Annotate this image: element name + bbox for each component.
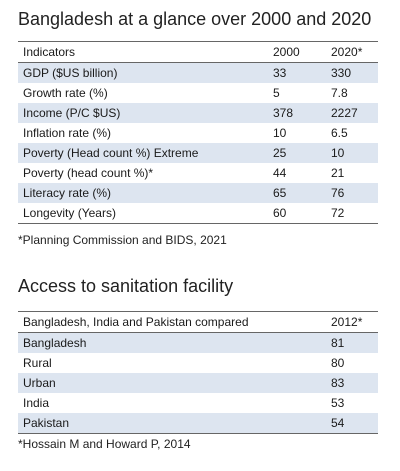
indicator-name: GDP ($US billion) — [18, 62, 268, 83]
sanitation-title: Access to sanitation facility — [18, 276, 234, 296]
value-2012: 83 — [326, 373, 378, 393]
header-indicators: Indicators — [18, 41, 268, 63]
indicator-name: Growth rate (%) — [18, 83, 268, 103]
value-2020: 2227 — [326, 103, 378, 123]
value-2012: 81 — [326, 332, 378, 353]
value-2000: 65 — [268, 183, 326, 203]
indicator-name: Literacy rate (%) — [18, 183, 268, 203]
value-2020: 10 — [326, 143, 378, 163]
value-2012: 53 — [326, 393, 378, 413]
table-row: India 53 — [18, 393, 378, 413]
value-2000: 378 — [268, 103, 326, 123]
table-row: Inflation rate (%) 10 6.5 — [18, 123, 378, 143]
table-row: Poverty (head count %)* 44 21 — [18, 163, 378, 183]
glance-source-note: *Planning Commission and BIDS, 2021 — [18, 233, 227, 247]
table-row: Pakistan 54 — [18, 413, 378, 434]
glance-table: Indicators 2000 2020* GDP ($US billion) … — [18, 41, 378, 224]
sanitation-table: Bangladesh, India and Pakistan compared … — [18, 311, 378, 434]
table-row: Longevity (Years) 60 72 — [18, 203, 378, 224]
indicator-name: Longevity (Years) — [18, 203, 268, 224]
table-row: Literacy rate (%) 65 76 — [18, 183, 378, 203]
value-2000: 60 — [268, 203, 326, 224]
value-2020: 72 — [326, 203, 378, 224]
indicator-name: Poverty (Head count %) Extreme — [18, 143, 268, 163]
region-name: Bangladesh — [18, 332, 326, 353]
value-2000: 10 — [268, 123, 326, 143]
value-2020: 21 — [326, 163, 378, 183]
region-name: Pakistan — [18, 413, 326, 434]
value-2020: 76 — [326, 183, 378, 203]
table-row: GDP ($US billion) 33 330 — [18, 62, 378, 83]
region-name: India — [18, 393, 326, 413]
value-2000: 33 — [268, 62, 326, 83]
header-2000: 2000 — [268, 41, 326, 63]
table-row: Urban 83 — [18, 373, 378, 393]
indicator-name: Income (P/C $US) — [18, 103, 268, 123]
region-name: Rural — [18, 353, 326, 373]
value-2020: 6.5 — [326, 123, 378, 143]
sanitation-source-note: *Hossain M and Howard P, 2014 — [18, 437, 191, 451]
value-2020: 7.8 — [326, 83, 378, 103]
glance-title: Bangladesh at a glance over 2000 and 202… — [18, 9, 372, 29]
header-comparison: Bangladesh, India and Pakistan compared — [18, 311, 326, 333]
value-2012: 80 — [326, 353, 378, 373]
value-2000: 25 — [268, 143, 326, 163]
table-row: Poverty (Head count %) Extreme 25 10 — [18, 143, 378, 163]
table-row: Bangladesh 81 — [18, 332, 378, 353]
table-row: Growth rate (%) 5 7.8 — [18, 83, 378, 103]
header-2020: 2020* — [326, 41, 378, 63]
table-row: Income (P/C $US) 378 2227 — [18, 103, 378, 123]
table-header-row: Bangladesh, India and Pakistan compared … — [18, 311, 378, 333]
value-2020: 330 — [326, 62, 378, 83]
table-header-row: Indicators 2000 2020* — [18, 41, 378, 63]
region-name: Urban — [18, 373, 326, 393]
indicator-name: Inflation rate (%) — [18, 123, 268, 143]
value-2012: 54 — [326, 413, 378, 434]
value-2000: 5 — [268, 83, 326, 103]
table-row: Rural 80 — [18, 353, 378, 373]
value-2000: 44 — [268, 163, 326, 183]
header-2012: 2012* — [326, 311, 378, 333]
indicator-name: Poverty (head count %)* — [18, 163, 268, 183]
